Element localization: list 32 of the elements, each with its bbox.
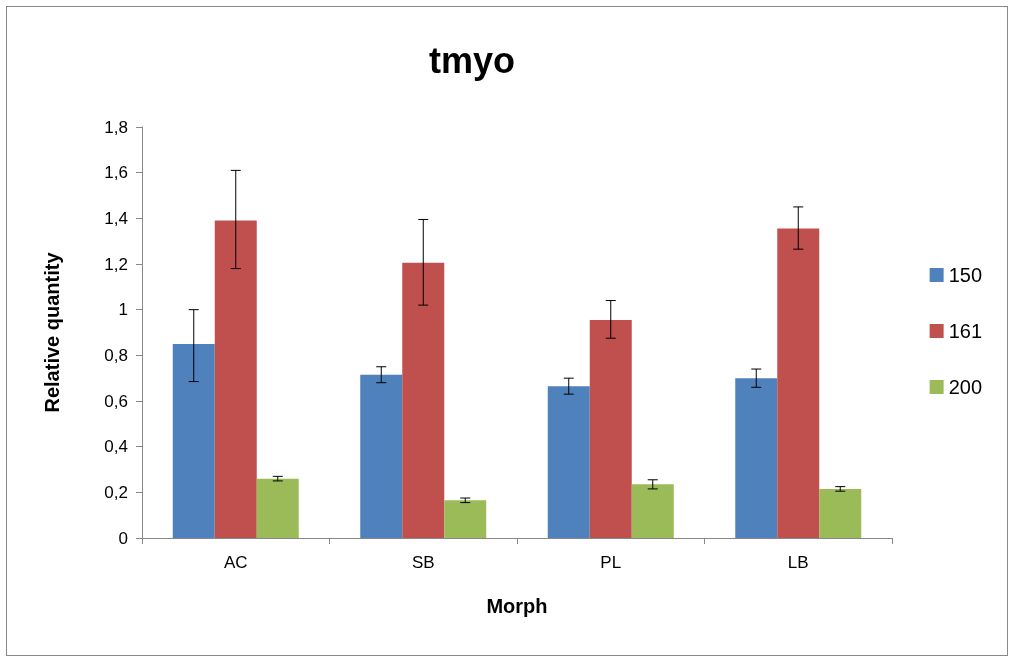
y-tick-label: 0,2 (104, 482, 128, 502)
x-tick-label: LB (787, 553, 809, 572)
legend-label: 150 (948, 264, 983, 286)
bar (444, 500, 487, 538)
bar (256, 478, 299, 538)
y-tick-label: 1,8 (104, 117, 128, 137)
x-tick-label: AC (223, 553, 248, 572)
bar (360, 374, 403, 538)
y-axis-title: Relative quantity (41, 251, 63, 413)
y-tick-label: 0 (118, 528, 128, 548)
bar (777, 228, 820, 538)
y-tick-label: 1,6 (104, 163, 128, 183)
y-tick-label: 0,8 (104, 345, 128, 365)
x-tick-label: PL (600, 553, 622, 572)
bar (589, 319, 632, 538)
bar (735, 378, 778, 538)
x-axis-title: Morph (486, 595, 548, 617)
bar (631, 484, 674, 538)
bar (214, 220, 257, 538)
x-tick-label: SB (411, 553, 435, 572)
bar (819, 488, 862, 538)
y-tick-label: 1 (118, 300, 128, 320)
y-tick-label: 0,6 (104, 391, 128, 411)
bar (402, 262, 445, 538)
y-tick-label: 1,2 (104, 254, 128, 274)
y-tick-label: 1,4 (104, 208, 128, 228)
legend-label: 161 (948, 320, 983, 342)
chart-title: tmyo (428, 39, 516, 81)
y-tick-label: 0,4 (104, 437, 128, 457)
legend-label: 200 (948, 376, 983, 398)
bar (547, 386, 590, 538)
bar (172, 343, 215, 538)
